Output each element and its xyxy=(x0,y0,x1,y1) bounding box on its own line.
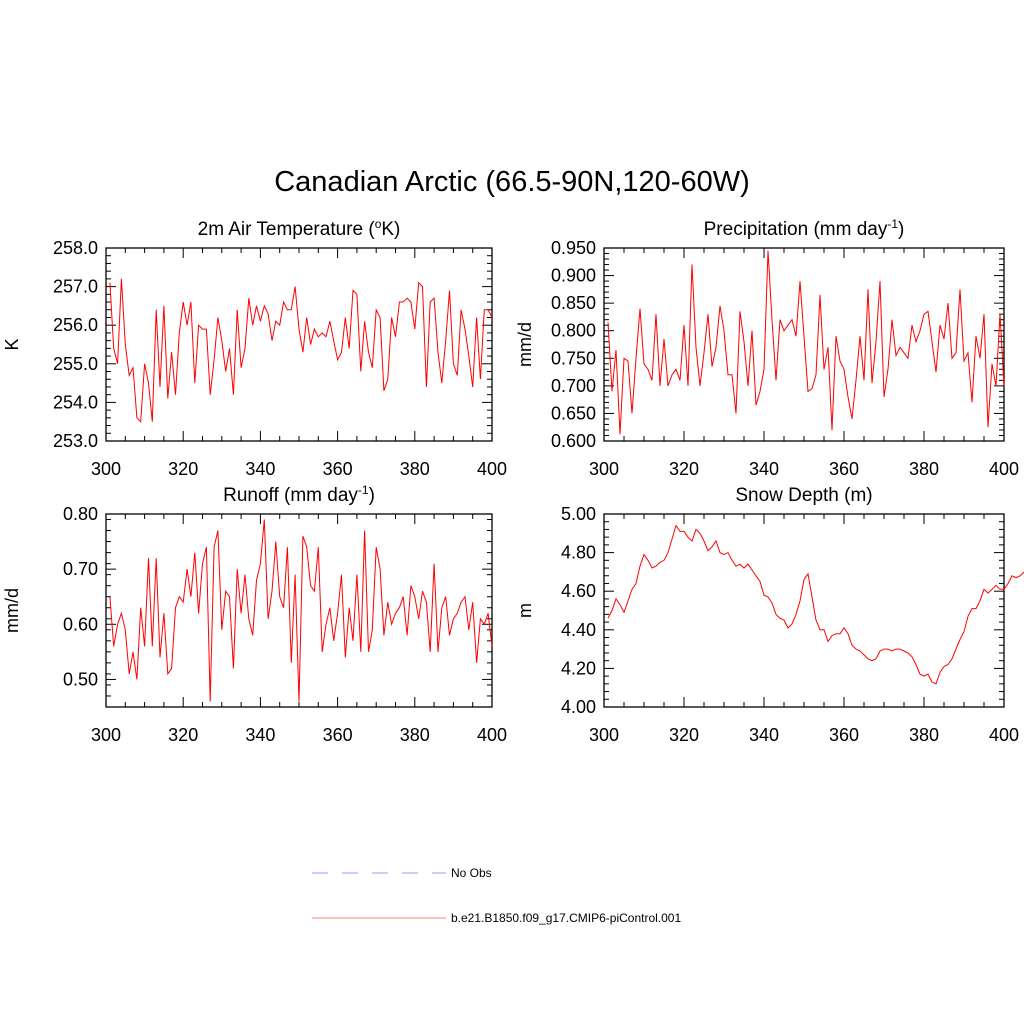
tas-title-part: K) xyxy=(381,219,400,240)
tas-y-tick-label: 257.0 xyxy=(53,277,98,297)
tas-y-tick-label: 253.0 xyxy=(53,431,98,451)
snowdepth-x-tick-label: 320 xyxy=(669,725,699,745)
precip-x-tick-label: 340 xyxy=(749,459,779,479)
precip-title-part: -1 xyxy=(887,217,898,231)
tas-x-tick-label: 360 xyxy=(323,459,353,479)
precip-title-part: ) xyxy=(898,219,904,240)
tas-x-tick-label: 400 xyxy=(477,459,507,479)
tas-x-tick-label: 300 xyxy=(91,459,121,479)
runoff-title-part: -1 xyxy=(358,483,369,497)
tas-y-tick-label: 258.0 xyxy=(53,238,98,258)
runoff-x-tick-label: 340 xyxy=(245,725,275,745)
snowdepth-y-tick-label: 4.00 xyxy=(561,697,596,717)
legend-model-label: b.e21.B1850.f09_g17.CMIP6-piControl.001 xyxy=(451,911,681,925)
precip-y-tick-label: 0.950 xyxy=(551,238,596,258)
runoff-title-part: Runoff (mm day xyxy=(223,485,358,506)
tas-y-tick-label: 255.0 xyxy=(53,354,98,374)
snowdepth-y-tick-label: 5.00 xyxy=(561,504,596,524)
snowdepth-title-part: Snow Depth (m) xyxy=(735,485,872,506)
runoff-y-tick-label: 0.50 xyxy=(63,669,98,689)
precip-y-tick-label: 0.750 xyxy=(551,348,596,368)
precip-x-tick-label: 360 xyxy=(829,459,859,479)
runoff-x-tick-label: 380 xyxy=(400,725,430,745)
precip-x-tick-label: 300 xyxy=(589,459,619,479)
snowdepth-y-tick-label: 4.20 xyxy=(561,658,596,678)
snowdepth-x-tick-label: 380 xyxy=(909,725,939,745)
precip-y-tick-label: 0.600 xyxy=(551,431,596,451)
runoff-panel-title: Runoff (mm day-1) xyxy=(223,483,375,506)
snowdepth-x-tick-label: 360 xyxy=(829,725,859,745)
tas-panel-title: 2m Air Temperature (oK) xyxy=(198,217,401,240)
snowdepth-panel-title: Snow Depth (m) xyxy=(735,485,872,506)
snowdepth-x-tick-label: 340 xyxy=(749,725,779,745)
runoff-x-tick-label: 300 xyxy=(91,725,121,745)
snowdepth-x-tick-label: 400 xyxy=(989,725,1019,745)
precip-x-tick-label: 380 xyxy=(909,459,939,479)
runoff-series-line xyxy=(109,519,493,702)
precip-y-tick-label: 0.650 xyxy=(551,403,596,423)
tas-x-tick-label: 340 xyxy=(245,459,275,479)
runoff-plot-frame xyxy=(105,513,493,708)
tas-x-tick-label: 320 xyxy=(168,459,198,479)
runoff-title-part: ) xyxy=(369,485,375,506)
figure-title: Canadian Arctic (66.5-90N,120-60W) xyxy=(274,166,750,198)
tas-title-part: o xyxy=(375,217,382,231)
precip-panel-title: Precipitation (mm day-1) xyxy=(704,217,905,240)
tas-y-tick-label: 256.0 xyxy=(53,315,98,335)
precip-title-part: Precipitation (mm day xyxy=(704,219,888,240)
precip-series-line xyxy=(607,250,1005,435)
snowdepth-y-axis-label: m xyxy=(515,603,535,618)
legend-no-obs-label: No Obs xyxy=(451,866,492,880)
precip-y-tick-label: 0.900 xyxy=(551,266,596,286)
precip-y-axis-label: mm/d xyxy=(515,322,535,367)
runoff-x-tick-label: 360 xyxy=(323,725,353,745)
tas-plot-frame xyxy=(105,247,493,442)
runoff-y-tick-label: 0.60 xyxy=(63,614,98,634)
precip-y-tick-label: 0.800 xyxy=(551,321,596,341)
tas-series-line xyxy=(109,278,493,423)
tas-y-tick-label: 254.0 xyxy=(53,392,98,412)
runoff-x-tick-label: 400 xyxy=(477,725,507,745)
snowdepth-y-tick-label: 4.60 xyxy=(561,581,596,601)
precip-y-tick-label: 0.700 xyxy=(551,376,596,396)
runoff-x-tick-label: 320 xyxy=(168,725,198,745)
tas-title-part: 2m Air Temperature ( xyxy=(198,219,376,240)
precip-x-tick-label: 400 xyxy=(989,459,1019,479)
precip-y-tick-label: 0.850 xyxy=(551,293,596,313)
snowdepth-series-line xyxy=(607,524,1024,685)
runoff-y-tick-label: 0.80 xyxy=(63,504,98,524)
snowdepth-y-tick-label: 4.40 xyxy=(561,620,596,640)
snowdepth-x-tick-label: 300 xyxy=(589,725,619,745)
runoff-y-tick-label: 0.70 xyxy=(63,559,98,579)
tas-x-tick-label: 380 xyxy=(400,459,430,479)
snowdepth-plot-frame xyxy=(603,513,1005,708)
tas-y-axis-label: K xyxy=(2,338,22,350)
snowdepth-y-tick-label: 4.80 xyxy=(561,543,596,563)
precip-x-tick-label: 320 xyxy=(669,459,699,479)
runoff-y-axis-label: mm/d xyxy=(2,588,22,633)
